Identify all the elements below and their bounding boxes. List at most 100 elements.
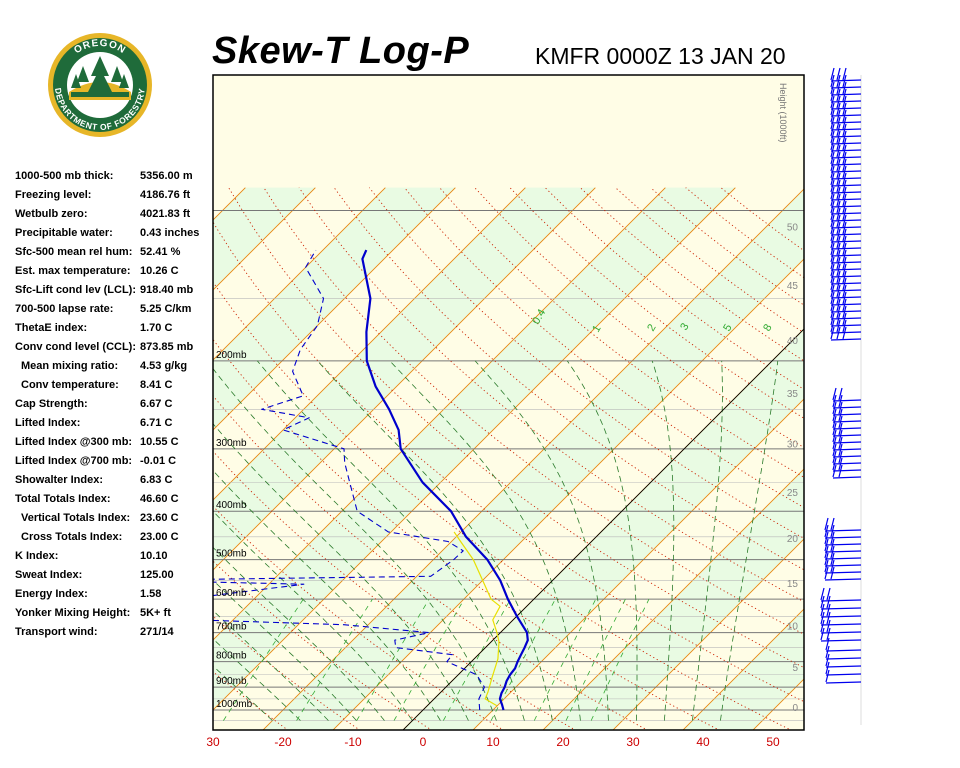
index-label: Freezing level: [15,189,92,201]
wind-barb [825,637,862,652]
wind-barb-feather [838,450,843,464]
isotherm-line [0,188,175,731]
wind-barb [830,116,862,131]
moist-adiabat [389,360,581,721]
moist-adiabat [256,360,525,721]
wind-barb-shaft [832,462,862,465]
wind-barb-feather [820,619,825,633]
wind-barb-shaft [830,93,862,96]
wind-barb-shaft [830,268,862,271]
wind-barb-shaft [830,177,862,180]
wind-barb-feather [842,102,847,116]
index-row: Lifted Index: 6.71 C [15,415,215,434]
wind-barb-shaft [824,529,862,532]
index-row: K Index: 10.10 [15,548,215,567]
mixing-ratio-label: 5 [721,322,734,333]
wind-barb-feather [830,270,835,284]
wind-barb-feather [842,312,847,326]
mixing-ratio-label: 3 [678,321,691,332]
wind-barb-shaft [830,219,862,222]
wind-barb-feather [830,88,835,102]
wind-barb-feather [830,102,835,116]
wind-barb-feather [838,436,843,450]
wind-barb-feather [842,123,847,137]
wind-barb-feather [830,67,835,81]
wind-barb-feather [836,214,841,228]
dry-adiabat [404,187,804,509]
index-row: Energy Index: 1.58 [15,586,215,605]
wind-barb-feather [842,214,847,228]
index-label: Sweat Index: [15,569,83,581]
temperature-trace [361,249,529,711]
index-row: Yonker Mixing Height: 5K+ ft [15,605,215,624]
wind-barb-feather [836,116,841,130]
wind-barb-shaft [830,128,862,131]
isotherm-band [0,188,175,731]
wind-barb-feather [830,312,835,326]
mixing-ratio-label: 8 [761,322,774,333]
wind-barb-feather [830,559,835,573]
wind-barb-feather [836,326,841,340]
mixing-ratio-label: 1 [590,323,603,334]
index-label: Cross Totals Index: [21,531,123,543]
wind-barb-feather [838,464,843,478]
wind-barb-feather [830,74,835,88]
wind-barb-feather [842,179,847,193]
isotherm-line [682,608,804,730]
wind-barb-feather [836,109,841,123]
index-value: 125.00 [140,569,174,581]
wind-barb [832,394,862,409]
wind-barb-feather [832,422,837,436]
mixing-ratio-label: 2 [645,322,658,333]
index-row: Showalter Index: 6.83 C [15,472,215,491]
wind-barb-feather [842,130,847,144]
wind-barb-feather [836,123,841,137]
moist-adiabat [213,579,357,721]
wind-barb-shaft [830,142,862,145]
wind-barb-feather [838,457,843,471]
wind-barb-feather [836,137,841,151]
index-label: Showalter Index: [15,474,104,486]
wind-barb [832,408,862,423]
wind-barb-feather [842,74,847,88]
wind-barb-feather [836,228,841,242]
index-row: Cap Strength: 6.67 C [15,396,215,415]
wind-barb-feather [830,186,835,200]
wind-barb-shaft [832,455,862,458]
wind-barb-shaft [830,275,862,278]
wind-barb [820,611,862,626]
wind-barb-feather [842,284,847,298]
wind-barb-feather [832,387,837,401]
wind-barb [830,151,862,166]
index-row: Transport wind: 271/14 [15,624,215,643]
wind-barb-shaft [820,607,862,610]
plot-frame [212,74,805,731]
wind-barb-feather [842,277,847,291]
wind-barb-feather [836,305,841,319]
wind-barb-shaft [820,599,862,602]
isotherm-band [0,188,35,731]
wind-barb-feather [830,517,835,531]
wind-barb-feather [838,443,843,457]
wind-barb [830,228,862,243]
moist-adiabat [651,360,675,721]
wind-barb-feather [830,116,835,130]
dry-adiabat [213,395,648,730]
wind-barb-feather [825,645,830,659]
wind-barb [830,235,862,250]
moist-adiabat [474,360,609,721]
wind-barb-feather [836,74,841,88]
wind-barb-feather [830,221,835,235]
index-row: Lifted Index @700 mb: -0.01 C [15,453,215,472]
wind-barb [832,429,862,444]
wind-barb-feather [836,291,841,305]
wind-barb-feather [842,291,847,305]
wind-barb-feather [826,587,831,601]
wind-barb-shaft [830,247,862,250]
moist-adiabat [213,610,329,721]
index-value: 46.60 C [140,493,179,505]
index-label: Energy Index: [15,588,88,600]
wind-barb-feather [830,305,835,319]
wind-barb-feather [830,284,835,298]
wind-barb-feather [830,193,835,207]
